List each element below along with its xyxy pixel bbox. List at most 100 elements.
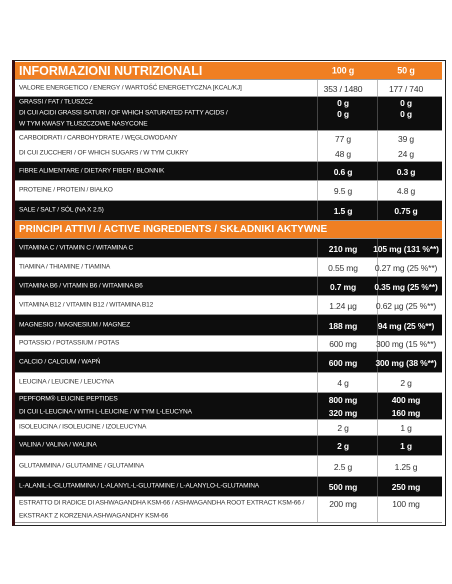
column-divider [377,181,378,200]
value-50g: 0 g [400,108,412,119]
column-divider [377,131,378,161]
value-50g: 94 mg (25 %**) [377,320,435,331]
table-row: PEPFORM® LEUCINE PEPTIDES 800 mg 400 mg DI … [15,393,442,420]
value-100g: 500 mg [328,481,358,492]
value-50g: 0.3 g [396,166,416,177]
value-50g: 105 mg (131 %**) [373,243,439,254]
value-50g: 177 / 740 [388,83,424,94]
value-50g: 1 g [400,422,412,433]
row-label: CALCIO / CALCIUM / WAPŃ [19,358,101,366]
column-divider [317,477,318,496]
value-50g: 24 g [398,149,414,159]
table-row: SALE / SALT / SÓL (NA X 2.5) 1.5 g 0.75 g [15,201,442,221]
value-50g: 2 g [400,377,412,388]
row-label: GRASSI / FAT / TŁUSZCZ [19,98,93,106]
value-100g: 48 g [335,149,351,159]
value-100g: 2 g [337,440,349,451]
value-100g: 320 mg [328,408,358,418]
value-100g: 800 mg [328,394,358,405]
row-label: TIAMINA / THIAMINE / TIAMINA [19,263,111,271]
value-50g: 0.75 g [394,205,418,216]
column-divider [377,477,378,496]
row-label: LEUCINA / LEUCINE / LEUCYNA [19,378,114,386]
column-divider [317,497,318,522]
value-50g: 300 mg (38 %**) [375,357,437,368]
column-divider [317,296,318,314]
column-divider [377,239,378,257]
header-col: 50 g [397,65,415,76]
value-100g: 9.5 g [333,185,353,196]
value-100g: 1.24 µg [329,300,357,311]
row-label: VALINA / VALINA / WALINA [19,441,97,449]
value-100g: 0 g [337,97,349,108]
value-100g: 0.6 g [333,166,353,177]
value-50g: 160 mg [391,408,421,418]
table-row: ESTRATTO DI RADICE DI ASHWAGANDHA KSM-66… [15,497,442,523]
value-100g: 4 g [337,377,349,388]
row-label: ESTRATTO DI RADICE DI ASHWAGANDHA KSM-66… [19,499,305,507]
column-divider [317,162,318,180]
header-row: INFORMAZIONI NUTRIZIONALI 100 g 50 g [15,62,442,80]
value-100g: 200 mg [329,498,357,509]
column-divider [317,277,318,295]
column-divider [377,420,378,435]
table-row: GLUTAMMINA / GLUTAMINE / GLUTAMINA 2.5 g 1… [15,456,442,477]
column-divider [377,456,378,476]
row-label: FIBRE ALIMENTARE / DIETARY FIBER / BŁONN… [19,167,165,175]
column-divider [317,336,318,351]
row-label: DI CUI ZUCCHERI / OF WHICH SUGARS / W TY… [19,149,189,157]
value-100g: 188 mg [328,320,358,331]
table-row: VITAMINA B6 / VITAMIN B6 / WITAMINA B6 0.… [15,277,442,296]
value-100g: 2.5 g [333,461,353,472]
column-divider [317,373,318,392]
column-divider [377,80,378,96]
column-divider [377,315,378,335]
column-divider [317,456,318,476]
column-divider [317,420,318,435]
table-row: LEUCINA / LEUCINE / LEUCYNA 4 g 2 g [15,373,442,393]
table-row: POTASSIO / POTASSIUM / POTAS 600 mg 300 mg… [15,336,442,352]
column-divider [317,181,318,200]
value-100g: 2 g [337,422,349,433]
row-label: DI CUI ACIDI GRASSI SATURI / OF WHICH SA… [19,109,228,117]
value-50g: 100 mg [392,498,420,509]
table-row: CARBOIDRATI / CARBOHYDRATE / WĘGLOWODANY… [15,131,442,162]
row-label: PROTEINE / PROTEIN / BIAŁKO [19,186,113,194]
table-row: VITAMINA B12 / VITAMIN B12 / WITAMINA B1… [15,296,442,315]
column-divider [377,393,378,419]
value-100g: 0 g [337,108,349,119]
value-50g: 0.62 µg (25 %**) [375,300,437,311]
column-divider [317,131,318,161]
header-col: 100 g [331,65,355,76]
column-divider [317,201,318,220]
value-50g: 0 g [400,97,412,108]
row-label: VALORE ENERGETICO / ENERGY / WARTOŚĆ ENE… [19,84,242,92]
table-row: CALCIO / CALCIUM / WAPŃ 600 mg 300 mg (38 … [15,352,442,373]
value-100g: 600 mg [328,357,358,368]
value-50g: 39 g [398,133,414,144]
table-row: FIBRE ALIMENTARE / DIETARY FIBER / BŁONN… [15,162,442,181]
row-label: L-ALANIL-L-GLUTAMMINA / L-ALANYL-L-GLUTA… [19,482,260,490]
column-divider [377,296,378,314]
table-row: TIAMINA / THIAMINE / TIAMINA 0.55 mg 0.27 … [15,258,442,277]
row-label: DI CUI L-LEUCINA / WITH L-LEUCINE / W TY… [19,408,192,416]
value-100g: 77 g [335,133,351,144]
table-row: VALORE ENERGETICO / ENERGY / WARTOŚĆ ENE… [15,80,442,97]
value-50g: 4.8 g [396,185,416,196]
column-divider [317,436,318,455]
section-row: PRINCIPI ATTIVI / ACTIVE INGREDIENTS / S… [15,221,442,239]
value-100g: 1.5 g [333,205,353,216]
column-divider [377,352,378,372]
table-row: MAGNESIO / MAGNESIUM / MAGNEZ 188 mg 94 mg… [15,315,442,336]
row-label: POTASSIO / POTASSIUM / POTAS [19,339,120,347]
column-divider [317,393,318,419]
value-50g: 400 mg [391,394,421,405]
value-100g: 600 mg [329,338,357,349]
value-50g: 300 mg (15 %**) [375,338,437,349]
value-100g: 0.7 mg [329,281,357,292]
section-title: PRINCIPI ATTIVI / ACTIVE INGREDIENTS / S… [19,224,328,235]
column-divider [317,80,318,96]
table-row: L-ALANIL-L-GLUTAMMINA / L-ALANYL-L-GLUTA… [15,477,442,497]
